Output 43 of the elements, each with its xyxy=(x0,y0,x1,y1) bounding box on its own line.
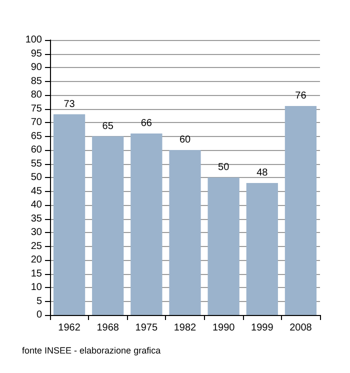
y-tick-label: 40 xyxy=(30,200,42,210)
y-tick-label: 5 xyxy=(36,296,42,307)
data-label: 73 xyxy=(64,98,76,110)
data-label: 48 xyxy=(256,168,268,178)
bar xyxy=(92,136,124,315)
y-tick-label: 10 xyxy=(30,282,42,293)
y-tick-label: 100 xyxy=(25,34,42,46)
data-label: 60 xyxy=(179,134,191,146)
y-tick-label: 85 xyxy=(30,76,42,87)
bar xyxy=(169,150,201,315)
bar xyxy=(284,106,317,315)
data-label: 50 xyxy=(218,162,230,173)
y-tick-label: 20 xyxy=(30,254,42,266)
y-tick-label: 25 xyxy=(30,240,42,252)
y-tick-label: 55 xyxy=(30,158,42,170)
y-tick-label: 35 xyxy=(30,213,42,224)
y-tick-label: 15 xyxy=(30,268,42,280)
x-tick-label: 1968 xyxy=(96,322,120,334)
bar xyxy=(53,114,86,315)
y-tick-label: 30 xyxy=(30,227,42,238)
x-tick-label: 2008 xyxy=(290,322,312,334)
y-tick-label: 90 xyxy=(30,62,42,73)
bar xyxy=(246,183,278,315)
bar xyxy=(130,134,162,315)
x-tick-label: 1999 xyxy=(251,322,274,334)
y-tick-label: 95 xyxy=(30,48,42,60)
data-label: 66 xyxy=(140,118,152,129)
y-tick-label: 60 xyxy=(30,144,42,156)
x-tick-label: 1975 xyxy=(135,322,158,334)
source-note: fonte INSEE - elaborazione grafica xyxy=(22,346,161,356)
data-label: 65 xyxy=(102,120,114,132)
y-tick-label: 75 xyxy=(30,103,42,114)
bar xyxy=(208,178,240,315)
x-tick-label: 1982 xyxy=(174,322,197,334)
x-tick-label: 1990 xyxy=(212,322,236,334)
y-tick-label: 50 xyxy=(30,172,42,183)
y-tick-label: 0 xyxy=(36,310,42,320)
y-tick-label: 45 xyxy=(30,186,42,197)
y-tick-label: 80 xyxy=(30,90,42,100)
x-tick-label: 1962 xyxy=(58,322,81,334)
data-label: 76 xyxy=(295,90,307,102)
y-tick-label: 70 xyxy=(30,117,42,128)
y-tick-label: 65 xyxy=(30,130,42,142)
